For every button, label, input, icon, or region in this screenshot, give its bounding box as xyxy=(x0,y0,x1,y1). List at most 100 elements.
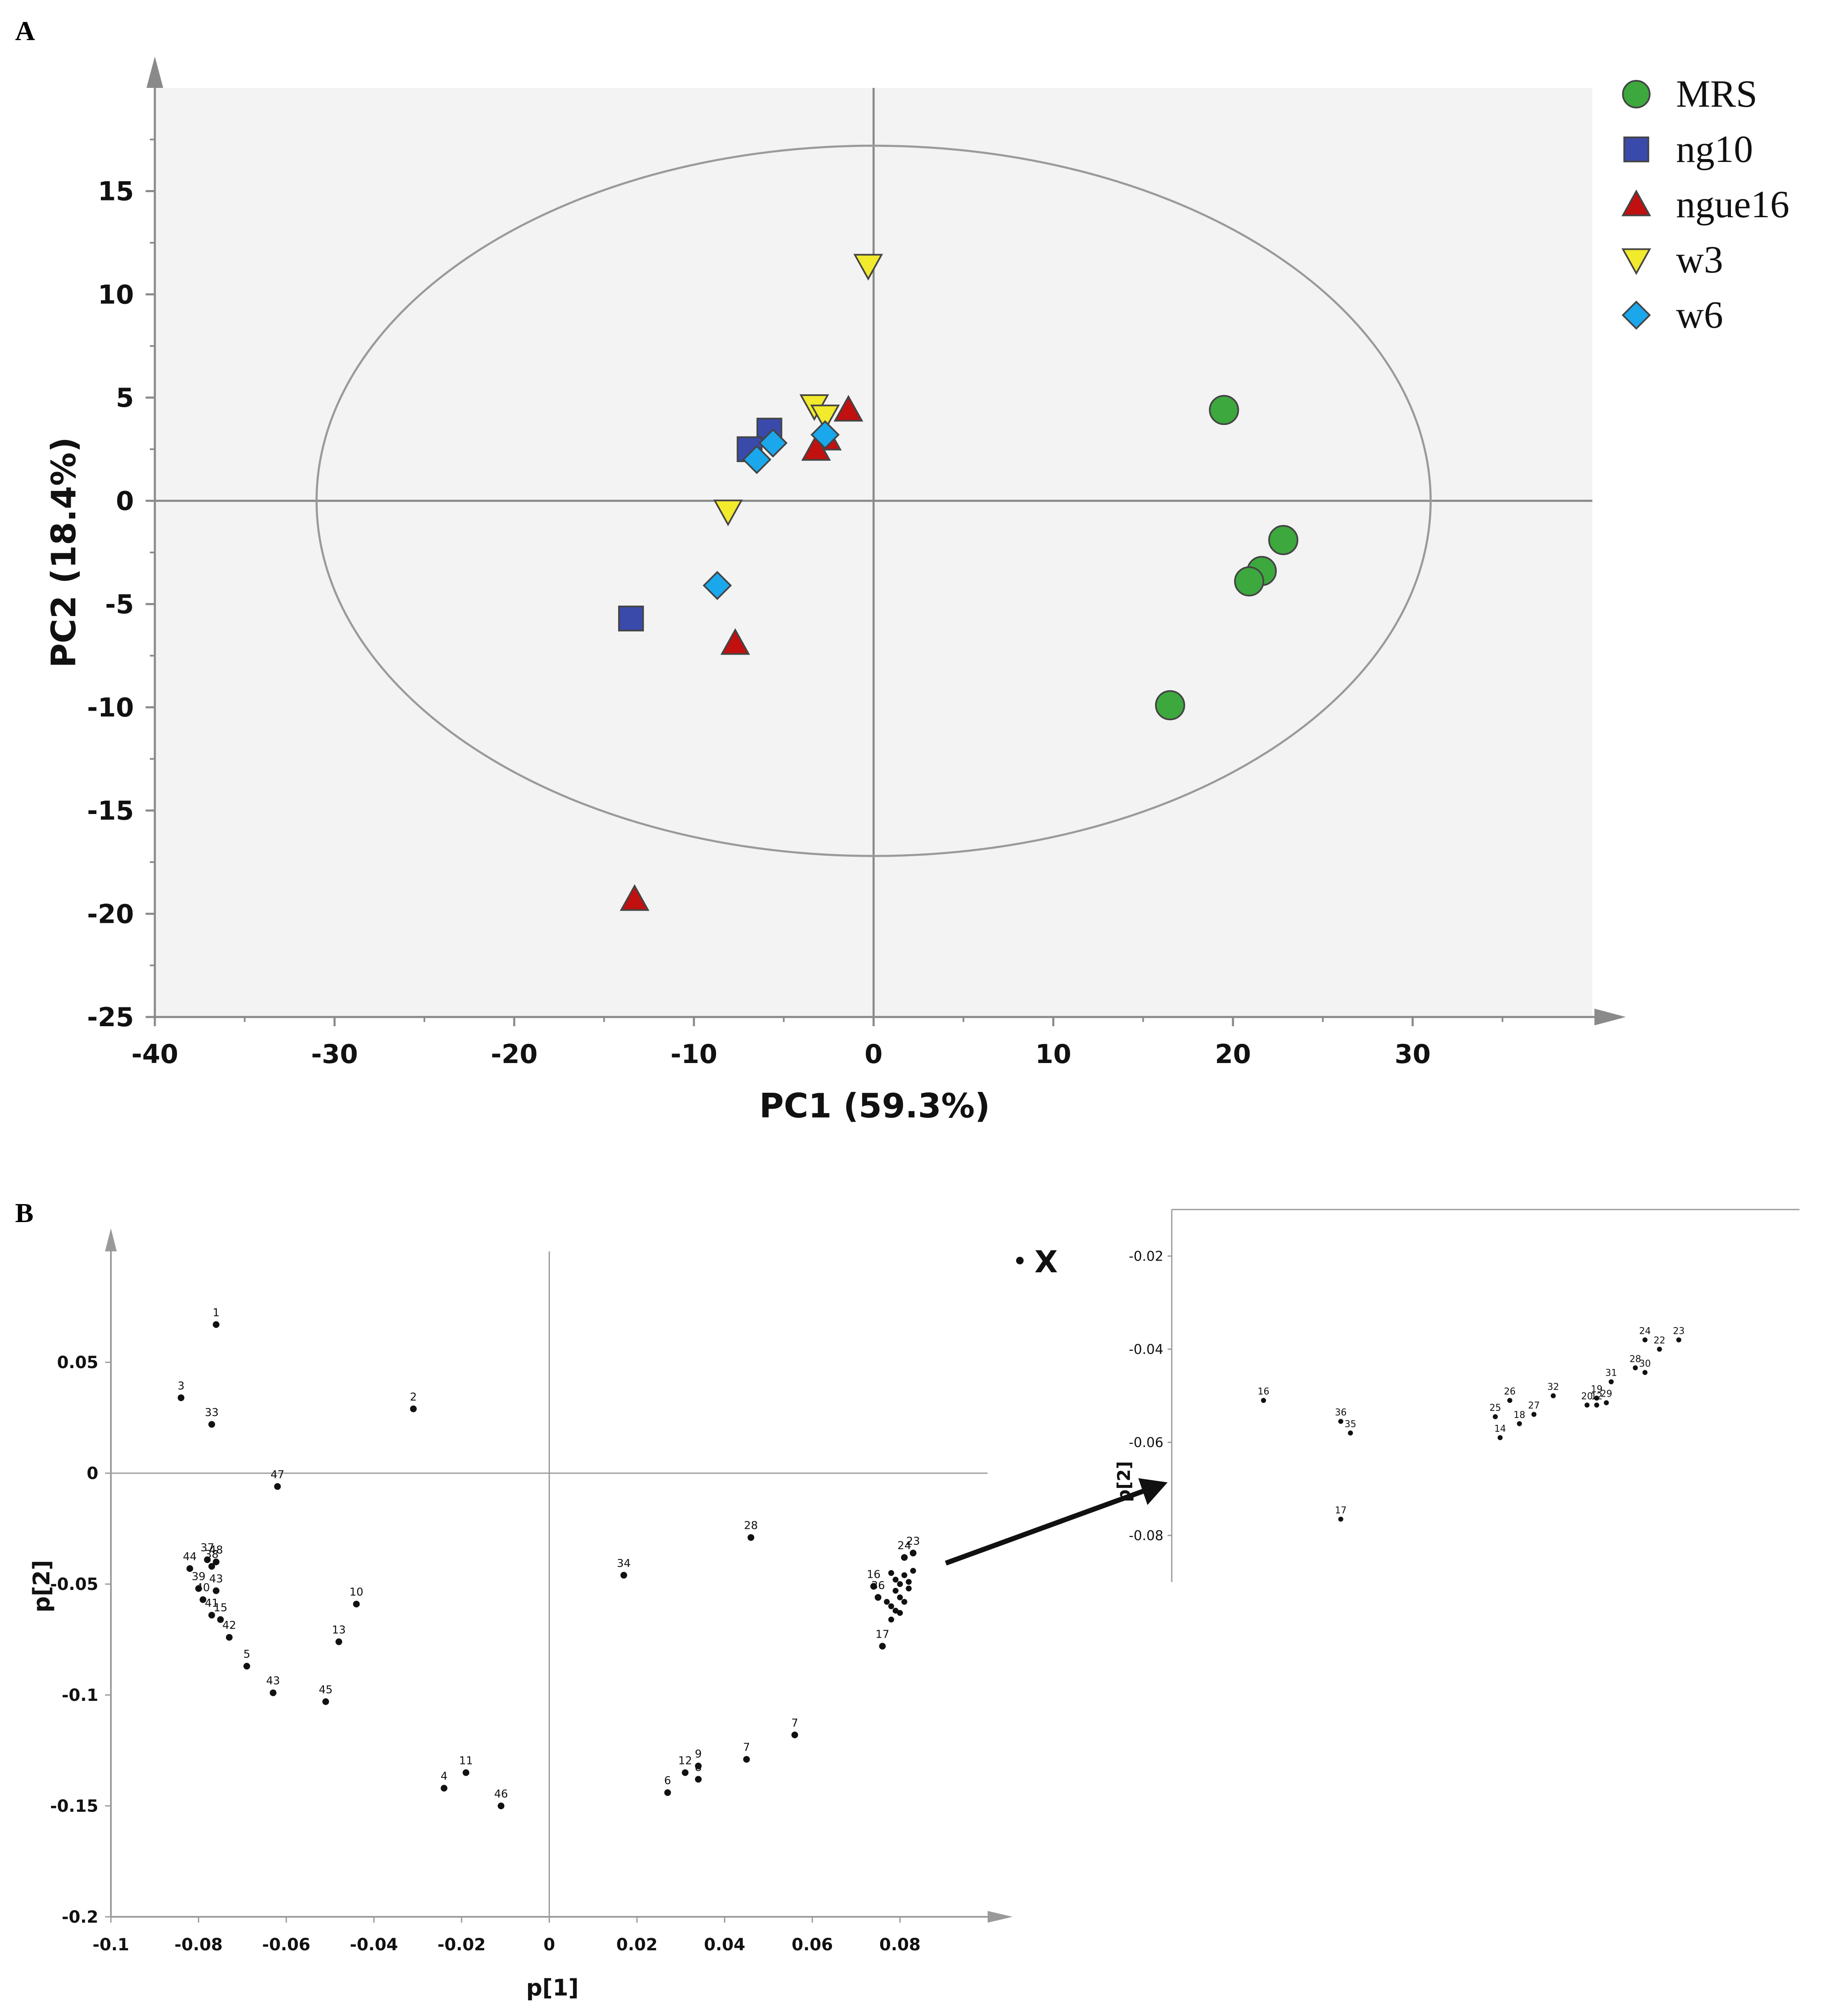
inset-point-label: 17 xyxy=(1335,1505,1347,1516)
loading-point xyxy=(322,1698,329,1705)
point-mrs xyxy=(1155,690,1185,721)
loading-point xyxy=(747,1534,755,1541)
y-tick-label-a: -25 xyxy=(87,1002,134,1032)
loading-point xyxy=(410,1405,417,1412)
loading-point xyxy=(195,1585,202,1592)
loading-point-label: 34 xyxy=(617,1557,631,1570)
loading-point xyxy=(743,1756,750,1763)
loading-point-label: 41 xyxy=(205,1597,218,1610)
loading-point-label: 36 xyxy=(871,1579,885,1592)
point-ngue16 xyxy=(801,434,831,461)
legend-label-ngue16: ngue16 xyxy=(1676,183,1789,226)
inset-y-tick-label: -0.02 xyxy=(1129,1248,1163,1264)
y-tick-label-a: 10 xyxy=(98,279,134,310)
x-tick-label-b: -0.08 xyxy=(175,1935,223,1954)
inset-y-tick-label: -0.06 xyxy=(1129,1434,1163,1450)
y-tick-label-a: -10 xyxy=(87,692,134,723)
loading-point xyxy=(186,1565,193,1572)
loading-point xyxy=(441,1785,448,1792)
x-tick-label-a: -20 xyxy=(491,1039,538,1069)
point-ngue16 xyxy=(720,628,750,655)
inset-point xyxy=(1594,1402,1599,1408)
cluster-point xyxy=(888,1616,894,1623)
loading-point xyxy=(695,1776,702,1783)
inset-point-label: 29 xyxy=(1600,1389,1612,1400)
x-marker-label: X xyxy=(1035,1244,1058,1279)
inset-point-label: 22 xyxy=(1653,1335,1665,1346)
inset-point xyxy=(1584,1402,1590,1408)
inset-point-label: 35 xyxy=(1345,1419,1356,1430)
loading-point-label: 48 xyxy=(209,1544,223,1556)
x-tick-label-a: 30 xyxy=(1394,1039,1430,1069)
hotelling-ellipse xyxy=(315,144,1432,857)
inset-point xyxy=(1550,1393,1556,1398)
inset-point-label: 12 xyxy=(1591,1391,1602,1402)
inset-point xyxy=(1609,1379,1614,1384)
point-w6 xyxy=(742,445,772,474)
inset-point xyxy=(1676,1337,1681,1343)
cluster-point xyxy=(888,1603,894,1609)
inset-y-axis-label: p[2] xyxy=(1114,1461,1134,1502)
inset-point-label: 25 xyxy=(1489,1403,1501,1413)
inset-point xyxy=(1642,1370,1648,1375)
inset-point-label: 20 xyxy=(1581,1391,1593,1402)
legend-marker-w3 xyxy=(1621,248,1651,275)
loading-point-label: 46 xyxy=(494,1788,508,1800)
y-tick-label-b: -0.1 xyxy=(62,1686,98,1705)
loading-point xyxy=(270,1689,277,1696)
x-marker-dot xyxy=(1016,1257,1024,1264)
x-tick-label-b: 0.08 xyxy=(879,1935,921,1954)
y-tick-label-b: -0.15 xyxy=(50,1797,98,1816)
point-w3 xyxy=(713,499,743,526)
loading-point-label: 8 xyxy=(695,1761,702,1774)
x-tick-label-b: 0 xyxy=(544,1935,555,1954)
loading-point xyxy=(213,1321,220,1328)
loading-point xyxy=(909,1549,916,1556)
point-ngue16 xyxy=(620,884,649,911)
loading-point xyxy=(208,1612,215,1619)
cluster-point xyxy=(893,1587,899,1594)
panel-a-letter: A xyxy=(15,16,35,46)
x-tick-label-a: 10 xyxy=(1035,1039,1071,1069)
legend-marker-mrs xyxy=(1622,80,1651,108)
inset-point-label: 26 xyxy=(1504,1387,1516,1397)
y-tick-label-b: 0 xyxy=(87,1464,98,1483)
legend-label-w3: w3 xyxy=(1676,238,1723,281)
legend-label-ng10: ng10 xyxy=(1676,128,1753,170)
loading-point xyxy=(791,1731,798,1739)
y-tick-label-b: 0.05 xyxy=(57,1353,98,1372)
x-tick-label-b: 0.04 xyxy=(704,1935,745,1954)
cluster-point xyxy=(906,1579,912,1585)
x-tick-label-b: 0.02 xyxy=(616,1935,658,1954)
x-tick-label-b: -0.04 xyxy=(350,1935,398,1954)
pca-score-plot: -40 -30 -20 -10 0 10 20 30-25-20-15-10-5051015 … xyxy=(44,56,1789,1125)
legend-label-w6: w6 xyxy=(1676,293,1723,336)
inset-point xyxy=(1338,1516,1343,1522)
x-tick-label-a: -30 xyxy=(311,1039,358,1069)
loading-point-label: 39 xyxy=(192,1571,205,1583)
loading-point-label: 24 xyxy=(897,1539,911,1552)
y-tick-label-a: -20 xyxy=(87,899,134,929)
point-mrs xyxy=(1209,395,1239,425)
cluster-point xyxy=(893,1608,899,1614)
loading-point xyxy=(199,1596,206,1603)
inset-point-label: 28 xyxy=(1630,1354,1641,1364)
loading-point xyxy=(213,1559,220,1565)
inset-point xyxy=(1261,1398,1266,1403)
loading-point-label: 23 xyxy=(906,1535,920,1548)
loading-point-label: 33 xyxy=(205,1406,218,1419)
loading-point-label: 17 xyxy=(875,1628,889,1641)
inset-point-label: 36 xyxy=(1335,1407,1347,1418)
x-tick-label-b: -0.02 xyxy=(437,1935,485,1954)
inset-point xyxy=(1604,1400,1609,1405)
inset-point xyxy=(1633,1365,1638,1371)
inset-point xyxy=(1497,1435,1503,1441)
loading-point-label: 42 xyxy=(222,1619,236,1632)
x-tick-label-b: 0.06 xyxy=(792,1935,833,1954)
legend-marker-w6 xyxy=(1622,300,1651,330)
x-tick-label-a: -10 xyxy=(670,1039,717,1069)
cluster-point xyxy=(901,1599,907,1605)
loading-point-label: 47 xyxy=(271,1469,285,1481)
